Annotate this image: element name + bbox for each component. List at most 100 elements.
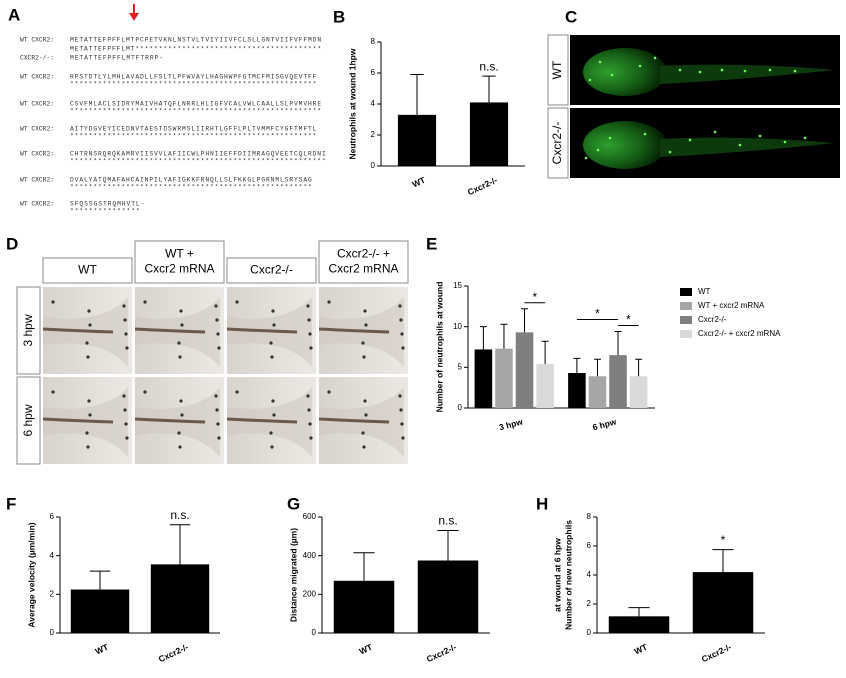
cell: [307, 408, 311, 412]
tail-images: [42, 287, 408, 464]
sequence-label: WT CXCR2:: [20, 151, 54, 158]
cell: [363, 399, 367, 403]
column-header: Cxcr2-/- + Cxcr2 mRNA: [328, 247, 398, 276]
sequence: CHTRNSRQRQKAMRVIISVVLAFIICWLPHNIIEFFDIIM…: [70, 151, 326, 158]
sequence: ****************************************…: [70, 81, 317, 88]
y-tick-label: 4: [587, 570, 592, 579]
bar: [515, 332, 534, 408]
legend-label: WT: [698, 287, 711, 296]
error-bar: [521, 308, 529, 333]
cell: [362, 445, 366, 449]
cell: [398, 394, 402, 398]
error-bar: [573, 357, 581, 374]
cell: [125, 436, 129, 440]
cell: [362, 355, 366, 359]
cell: [309, 436, 313, 440]
y-tick-label: 0: [458, 403, 463, 412]
y-tick-label: 200: [303, 589, 317, 598]
annotation: *: [595, 307, 600, 321]
cell: [124, 422, 128, 426]
cell: [88, 413, 92, 417]
legend-label: Cxcr2-/-: [698, 315, 727, 324]
annotation: n.s.: [479, 59, 498, 73]
notochord: [226, 327, 298, 334]
notochord: [42, 417, 114, 424]
sequence: ****************************************…: [70, 133, 317, 140]
cell: [235, 390, 239, 394]
error-bar: [541, 340, 549, 365]
error-bar: [635, 358, 643, 377]
cell: [214, 394, 218, 398]
column-header: Cxcr2-/-: [250, 263, 293, 277]
column-header: WT: [78, 263, 97, 277]
sequence-label: WT CXCR2:: [20, 126, 54, 133]
error-bar: [593, 358, 601, 377]
cell: [86, 445, 90, 449]
cell: [125, 346, 129, 350]
panel-label: H: [536, 494, 548, 513]
y-tick-label: 2: [371, 130, 376, 139]
y-tick-label: 4: [50, 551, 55, 560]
bar: [474, 349, 493, 408]
bar: [692, 572, 754, 633]
y-axis-label: Distance migrated (µm): [288, 528, 298, 622]
cell: [399, 318, 403, 322]
cell: [327, 300, 331, 304]
bar: [150, 564, 210, 633]
cell: [308, 332, 312, 336]
bar: [609, 355, 627, 408]
cell: [85, 431, 89, 435]
error-bar: [437, 530, 459, 561]
annotation: *: [721, 533, 726, 547]
x-tick-label: WT: [633, 641, 650, 656]
cell: [178, 355, 182, 359]
cell: [399, 408, 403, 412]
cell: [364, 323, 368, 327]
x-tick-label: 6 hpw: [591, 416, 617, 432]
error-bar: [712, 549, 734, 573]
sequence: RPSTDTLYLMHLAVADLLFSLTLPFWVAYLHAGHWPFGTM…: [70, 74, 317, 81]
column-header-box: [42, 257, 133, 284]
error-bar: [410, 74, 424, 115]
y-tick-label: 0: [50, 628, 55, 637]
x-tick-label: Cxcr2-/-: [425, 642, 458, 665]
row-header-box: [16, 286, 41, 375]
cell: [215, 318, 219, 322]
notochord: [42, 327, 114, 334]
panel-label: B: [333, 7, 345, 26]
y-tick-label: 0: [371, 161, 376, 170]
cell: [214, 304, 218, 308]
sequence: ****************************************…: [70, 108, 321, 115]
cell: [272, 413, 276, 417]
notochord: [318, 327, 390, 334]
column-header: WT + Cxcr2 mRNA: [144, 247, 214, 276]
error-bar: [614, 331, 622, 356]
x-tick-label: WT: [411, 174, 428, 189]
notochord: [134, 327, 206, 334]
bar: [333, 580, 395, 633]
cell: [401, 346, 405, 350]
cell: [216, 332, 220, 336]
bar: [568, 373, 586, 408]
cell: [400, 422, 404, 426]
y-tick-label: 0: [587, 628, 592, 637]
y-tick-label: 6: [371, 68, 376, 77]
cell: [87, 309, 91, 313]
annotation: n.s.: [170, 508, 189, 522]
bar: [536, 364, 554, 408]
image-row-label: Cxcr2-/-: [550, 122, 564, 165]
cell: [306, 394, 310, 398]
panel-label: E: [426, 234, 437, 253]
column-header-box: [226, 257, 317, 284]
column-header-box: [134, 240, 225, 284]
cell: [400, 332, 404, 336]
y-tick-label: 10: [453, 322, 462, 331]
legend-swatch: [680, 316, 692, 324]
error-bar: [479, 326, 487, 350]
bar: [70, 589, 130, 633]
y-tick-label: 2: [587, 599, 592, 608]
cell: [178, 445, 182, 449]
sequence-label: WT CXCR2:: [20, 201, 54, 208]
cell: [361, 341, 365, 345]
cell: [217, 436, 221, 440]
